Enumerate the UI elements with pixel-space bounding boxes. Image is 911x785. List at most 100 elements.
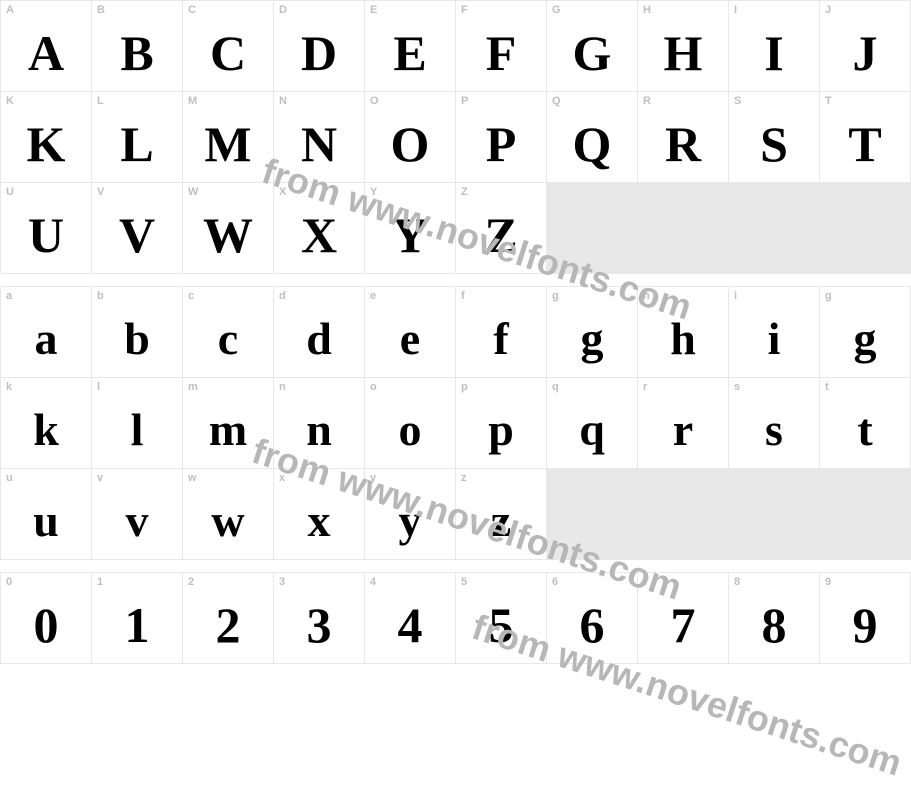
lowercase-grid: aabbccddeeffgghhiiggkkllmmnnooppqqrrsstt… [0,286,911,560]
glyph: S [729,106,819,182]
glyph-cell: rr [638,378,728,468]
glyph: w [183,483,273,559]
glyph: I [729,15,819,91]
glyph-cell: oo [365,378,455,468]
glyph-cell: UU [1,183,91,273]
glyph: C [183,15,273,91]
glyph: M [183,106,273,182]
glyph: 5 [456,587,546,663]
glyph-cell: 77 [638,573,728,663]
glyph-cell: qq [547,378,637,468]
glyph: m [183,392,273,468]
glyph-cell: ss [729,378,819,468]
glyph-cell: zz [456,469,546,559]
glyph-cell: bb [92,287,182,377]
glyph-cell: 00 [1,573,91,663]
glyph-cell: NN [274,92,364,182]
glyph: v [92,483,182,559]
glyph-cell: 99 [820,573,910,663]
glyph-cell: 44 [365,573,455,663]
glyph: e [365,301,455,377]
glyph-cell: RR [638,92,728,182]
glyph-cell: TT [820,92,910,182]
glyph-cell: mm [183,378,273,468]
glyph-cell: gg [820,287,910,377]
glyph-cell: XX [274,183,364,273]
glyph: Z [456,197,546,273]
glyph: u [1,483,91,559]
glyph: X [274,197,364,273]
glyph-cell: YY [365,183,455,273]
glyph: Y [365,197,455,273]
glyph: q [547,392,637,468]
glyph-cell: kk [1,378,91,468]
glyph-cell: tt [820,378,910,468]
glyph: n [274,392,364,468]
glyph-cell: QQ [547,92,637,182]
glyph: y [365,483,455,559]
glyph: 4 [365,587,455,663]
glyph-cell: cc [183,287,273,377]
glyph: z [456,483,546,559]
glyph-cell: GG [547,1,637,91]
glyph: O [365,106,455,182]
glyph: 6 [547,587,637,663]
glyph: J [820,15,910,91]
glyph: E [365,15,455,91]
glyph: H [638,15,728,91]
glyph-cell: 88 [729,573,819,663]
glyph-cell: dd [274,287,364,377]
glyph: g [820,301,910,377]
glyph-cell: EE [365,1,455,91]
glyph-cell: aa [1,287,91,377]
glyph: L [92,106,182,182]
glyph-cell: uu [1,469,91,559]
glyph-cell: gg [547,287,637,377]
glyph: i [729,301,819,377]
glyph: D [274,15,364,91]
glyph-cell: ff [456,287,546,377]
glyph-cell: yy [365,469,455,559]
glyph-cell: CC [183,1,273,91]
glyph: A [1,15,91,91]
glyph-cell: PP [456,92,546,182]
glyph: f [456,301,546,377]
glyph: g [547,301,637,377]
glyph-cell: AA [1,1,91,91]
glyph: 9 [820,587,910,663]
glyph: c [183,301,273,377]
glyph-cell: ZZ [456,183,546,273]
glyph-cell: OO [365,92,455,182]
glyph-cell: ww [183,469,273,559]
glyph-cell: SS [729,92,819,182]
glyph: P [456,106,546,182]
glyph: s [729,392,819,468]
glyph: B [92,15,182,91]
glyph-cell: xx [274,469,364,559]
glyph-cell: 66 [547,573,637,663]
glyph: V [92,197,182,273]
glyph: Q [547,106,637,182]
glyph-cell: BB [92,1,182,91]
glyph: U [1,197,91,273]
glyph: p [456,392,546,468]
glyph-cell: MM [183,92,273,182]
glyph-cell: 22 [183,573,273,663]
glyph: F [456,15,546,91]
glyph: a [1,301,91,377]
glyph: o [365,392,455,468]
glyph: h [638,301,728,377]
glyph-cell: hh [638,287,728,377]
glyph-cell: HH [638,1,728,91]
glyph-cell: vv [92,469,182,559]
glyph-cell: KK [1,92,91,182]
glyph: b [92,301,182,377]
glyph: r [638,392,728,468]
glyph-cell: pp [456,378,546,468]
glyph-cell: 55 [456,573,546,663]
glyph-cell: ii [729,287,819,377]
glyph: K [1,106,91,182]
glyph-cell: II [729,1,819,91]
glyph-cell: ll [92,378,182,468]
glyph: t [820,392,910,468]
